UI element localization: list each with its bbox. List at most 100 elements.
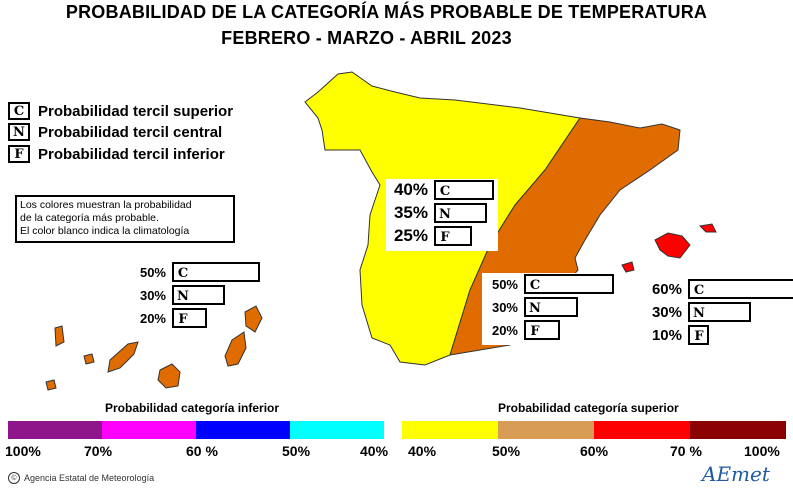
- prob-row-n: 30% N: [130, 284, 225, 306]
- scale-tick: 100%: [5, 443, 41, 459]
- prob-letter: C: [177, 265, 189, 281]
- island-fuerteventura: [224, 331, 247, 367]
- island-tenerife: [107, 341, 139, 373]
- prob-letter: C: [529, 277, 541, 293]
- prob-row-n: 30% N: [642, 301, 751, 323]
- island-lanzarote: [244, 305, 263, 333]
- prob-row-f: 10% F: [642, 324, 709, 346]
- prob-value: 30%: [491, 299, 518, 315]
- prob-row-c: 50% C: [130, 261, 260, 283]
- prob-block-west: 40% C 35% N 25% F: [386, 179, 498, 251]
- footer-text: Agencia Estatal de Meteorología: [24, 473, 155, 483]
- copyright-icon: ©: [8, 472, 20, 484]
- legend-item-central: N Probabilidad tercil central: [8, 122, 222, 142]
- island-menorca: [698, 223, 717, 233]
- legend-label: Probabilidad tercil superior: [38, 102, 234, 120]
- prob-value: 30%: [651, 303, 682, 321]
- prob-row-n: 35% N: [386, 202, 487, 224]
- prob-row-c: 60% C: [642, 278, 793, 300]
- scale-upper-segment: [498, 421, 594, 439]
- prob-block-east: 50% C 30% N 20% F: [482, 273, 618, 345]
- prob-row-f: 20% F: [482, 319, 560, 341]
- scale-tick: 50%: [282, 443, 311, 459]
- scale-upper-label: Probabilidad categoría superior: [498, 401, 679, 415]
- scale-lower-segment: [290, 421, 384, 439]
- prob-bar-f: F: [688, 325, 709, 345]
- footer: © Agencia Estatal de Meteorología: [8, 472, 154, 484]
- prob-block-baleares: 60% C 30% N 10% F: [642, 278, 793, 350]
- prob-bar-n: N: [172, 285, 225, 305]
- prob-value: 50%: [139, 264, 166, 280]
- prob-value: 40%: [393, 180, 428, 199]
- note-line: Los colores muestran la probabilidad: [20, 199, 192, 211]
- prob-value: 30%: [139, 287, 166, 303]
- prob-bar-c: C: [172, 262, 260, 282]
- prob-letter: C: [693, 282, 705, 298]
- prob-letter: F: [178, 311, 188, 327]
- note-line: de la categoría más probable.: [20, 212, 159, 224]
- island-gran-canaria: [157, 363, 181, 389]
- map-subtitle: FEBRERO - MARZO - ABRIL 2023: [221, 28, 512, 48]
- prob-value: 10%: [651, 326, 682, 344]
- scale-lower-segment: [102, 421, 196, 439]
- colors-note: Los colores muestran la probabilidad de …: [15, 195, 235, 243]
- note-line: El color blanco indica la climatología: [20, 225, 190, 237]
- prob-value: 60%: [651, 280, 682, 298]
- prob-value: 35%: [393, 203, 428, 222]
- legend-item-superior: C Probabilidad tercil superior: [8, 101, 233, 121]
- scale-tick: 40%: [408, 443, 437, 459]
- map-title: PROBABILIDAD DE LA CATEGORÍA MÁS PROBABL…: [65, 2, 708, 22]
- prob-row-n: 30% N: [482, 296, 578, 318]
- logo-text: AEmet: [702, 462, 770, 486]
- scale-tick: 60%: [580, 443, 609, 459]
- scale-lower-label: Probabilidad categoría inferior: [105, 401, 280, 415]
- prob-value: 25%: [393, 226, 428, 245]
- legend-letter: N: [8, 123, 30, 141]
- island-ibiza: [621, 261, 635, 273]
- prob-letter: N: [439, 206, 451, 222]
- scale-upper-segment: [690, 421, 786, 439]
- prob-bar-n: N: [434, 203, 487, 223]
- prob-letter: N: [177, 288, 189, 304]
- aemet-logo: AEmet: [702, 462, 770, 486]
- scale-lower-segment: [8, 421, 102, 439]
- prob-bar-c: C: [688, 279, 793, 299]
- prob-bar-f: F: [172, 308, 207, 328]
- prob-value: 20%: [139, 310, 166, 326]
- prob-letter: N: [529, 300, 541, 316]
- scale-upper-segment: [594, 421, 690, 439]
- prob-letter: F: [530, 323, 540, 339]
- legend-item-inferior: F Probabilidad tercil inferior: [8, 144, 225, 164]
- scale-tick: 70%: [84, 443, 113, 459]
- legend-label: Probabilidad tercil inferior: [38, 145, 225, 163]
- scale-tick: 50%: [492, 443, 521, 459]
- prob-row-f: 25% F: [386, 225, 472, 247]
- scale-upper-segment: [402, 421, 498, 439]
- prob-block-canarias: 50% C 30% N 20% F: [130, 261, 264, 333]
- scale-tick: 70 %: [670, 443, 702, 459]
- legend-label: Probabilidad tercil central: [38, 123, 223, 141]
- scale-tick: 100%: [744, 443, 780, 459]
- prob-row-c: 50% C: [482, 273, 614, 295]
- scale-tick: 60 %: [186, 443, 218, 459]
- prob-letter: C: [439, 183, 451, 199]
- prob-letter: F: [694, 328, 704, 344]
- prob-letter: N: [693, 305, 705, 321]
- legend-letter: C: [8, 102, 30, 120]
- prob-row-f: 20% F: [130, 307, 207, 329]
- prob-bar-n: N: [688, 302, 751, 322]
- island-el-hierro: [45, 379, 57, 391]
- scale-lower-segment: [196, 421, 290, 439]
- prob-bar-n: N: [524, 297, 578, 317]
- legend-letter: F: [8, 145, 30, 163]
- prob-letter: F: [440, 229, 450, 245]
- scale-tick: 40%: [360, 443, 389, 459]
- prob-bar-f: F: [434, 226, 472, 246]
- prob-bar-c: C: [434, 180, 494, 200]
- prob-bar-c: C: [524, 274, 614, 294]
- island-la-palma: [54, 325, 65, 347]
- island-mallorca: [654, 232, 691, 259]
- prob-value: 20%: [491, 322, 518, 338]
- prob-value: 50%: [491, 276, 518, 292]
